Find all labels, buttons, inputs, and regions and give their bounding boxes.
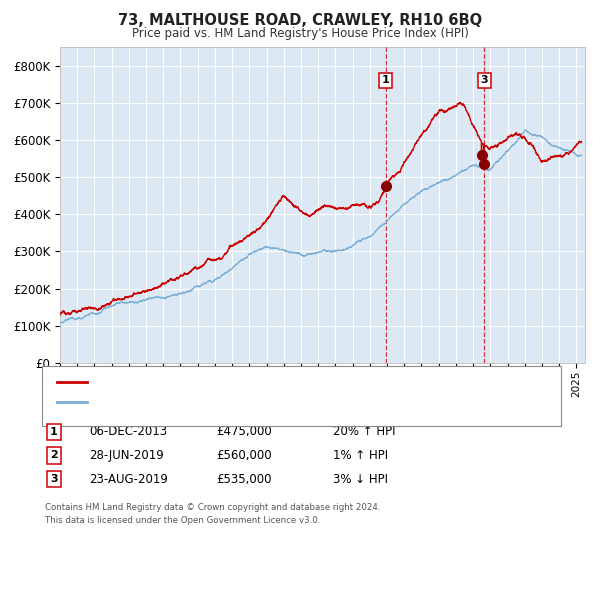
Text: 1: 1	[382, 76, 389, 86]
Text: £475,000: £475,000	[216, 425, 272, 438]
Text: £535,000: £535,000	[216, 473, 271, 486]
Text: 20% ↑ HPI: 20% ↑ HPI	[333, 425, 395, 438]
Text: 06-DEC-2013: 06-DEC-2013	[89, 425, 167, 438]
Text: 3: 3	[50, 474, 58, 484]
Text: 2: 2	[50, 451, 58, 460]
Text: 1% ↑ HPI: 1% ↑ HPI	[333, 449, 388, 462]
Text: This data is licensed under the Open Government Licence v3.0.: This data is licensed under the Open Gov…	[45, 516, 320, 525]
Text: 3: 3	[481, 76, 488, 86]
Text: 28-JUN-2019: 28-JUN-2019	[89, 449, 164, 462]
Text: 3% ↓ HPI: 3% ↓ HPI	[333, 473, 388, 486]
Text: HPI: Average price, detached house, Crawley: HPI: Average price, detached house, Craw…	[91, 398, 337, 407]
Text: Contains HM Land Registry data © Crown copyright and database right 2024.: Contains HM Land Registry data © Crown c…	[45, 503, 380, 512]
Text: £560,000: £560,000	[216, 449, 272, 462]
Text: 1: 1	[50, 427, 58, 437]
Text: 73, MALTHOUSE ROAD, CRAWLEY, RH10 6BQ (detached house): 73, MALTHOUSE ROAD, CRAWLEY, RH10 6BQ (d…	[91, 377, 436, 386]
Text: 23-AUG-2019: 23-AUG-2019	[89, 473, 167, 486]
Text: 73, MALTHOUSE ROAD, CRAWLEY, RH10 6BQ: 73, MALTHOUSE ROAD, CRAWLEY, RH10 6BQ	[118, 13, 482, 28]
Text: Price paid vs. HM Land Registry's House Price Index (HPI): Price paid vs. HM Land Registry's House …	[131, 27, 469, 40]
